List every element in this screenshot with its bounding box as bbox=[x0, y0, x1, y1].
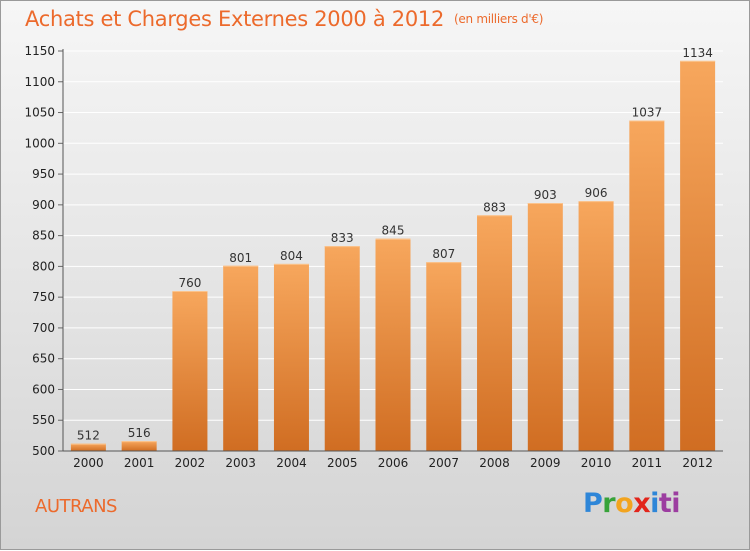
bar-2000 bbox=[70, 443, 106, 451]
y-tick-label: 500 bbox=[32, 444, 55, 458]
logo-letter: r bbox=[602, 488, 616, 519]
x-tick-label: 2012 bbox=[682, 456, 713, 470]
logo-letter: o bbox=[615, 488, 634, 519]
bars bbox=[70, 60, 716, 452]
data-label: 906 bbox=[585, 186, 608, 200]
data-label: 833 bbox=[331, 231, 354, 245]
bar-2008 bbox=[477, 215, 513, 451]
y-tick-label: 800 bbox=[32, 259, 55, 273]
y-tick-label: 750 bbox=[32, 290, 55, 304]
x-tick-label: 2000 bbox=[73, 456, 104, 470]
data-label: 512 bbox=[77, 429, 100, 443]
y-tick-label: 700 bbox=[32, 321, 55, 335]
logo-letter: P bbox=[583, 488, 603, 519]
labels: 512 2000 516 2001 760 2002 801 2003 804 2004 833 20… bbox=[73, 46, 713, 470]
x-tick-label: 2005 bbox=[327, 456, 358, 470]
y-tick-label: 1050 bbox=[24, 106, 55, 120]
x-tick-label: 2011 bbox=[632, 456, 663, 470]
bar-2003 bbox=[223, 265, 259, 451]
bar-2005 bbox=[324, 246, 360, 451]
y-tick-label: 1000 bbox=[24, 136, 55, 150]
x-tick-label: 2003 bbox=[225, 456, 256, 470]
data-label: 516 bbox=[128, 426, 151, 440]
y-tick-label: 600 bbox=[32, 382, 55, 396]
x-tick-label: 2004 bbox=[276, 456, 307, 470]
x-tick-label: 2002 bbox=[175, 456, 206, 470]
x-tick-label: 2006 bbox=[378, 456, 409, 470]
data-label: 1037 bbox=[632, 106, 663, 120]
y-tick-label: 950 bbox=[32, 167, 55, 181]
bar-2010 bbox=[578, 201, 614, 451]
bar-2011 bbox=[629, 120, 665, 452]
y-tick-label: 650 bbox=[32, 352, 55, 366]
x-tick-label: 2008 bbox=[479, 456, 510, 470]
logo-letter: i bbox=[650, 488, 659, 519]
commune-name: AUTRANS bbox=[35, 496, 117, 517]
bar-2006 bbox=[375, 238, 411, 451]
logo-letter: ti bbox=[658, 488, 681, 519]
bar-2012 bbox=[680, 60, 716, 451]
proxiti-logo: Proxiti bbox=[583, 488, 681, 519]
bar-2009 bbox=[527, 203, 563, 451]
data-label: 1134 bbox=[682, 46, 713, 60]
y-tick-label: 900 bbox=[32, 198, 55, 212]
data-label: 804 bbox=[280, 249, 303, 263]
axes: 500 550 600 650 700 750 800 850 900 950 1000 1050 11… bbox=[24, 44, 723, 458]
y-tick-label: 1150 bbox=[24, 44, 55, 58]
y-tick-label: 850 bbox=[32, 229, 55, 243]
x-tick-label: 2007 bbox=[428, 456, 459, 470]
x-tick-label: 2001 bbox=[124, 456, 155, 470]
data-label: 903 bbox=[534, 188, 557, 202]
data-label: 760 bbox=[178, 276, 201, 290]
data-label: 883 bbox=[483, 200, 506, 214]
data-label: 807 bbox=[432, 247, 455, 261]
y-tick-label: 1100 bbox=[24, 75, 55, 89]
chart-title: Achats et Charges Externes 2000 à 2012 (e… bbox=[25, 7, 543, 31]
logo-letter: x bbox=[633, 488, 651, 519]
x-tick-label: 2010 bbox=[581, 456, 612, 470]
chart-unit: (en milliers d'€) bbox=[454, 12, 544, 26]
bar-2001 bbox=[121, 441, 157, 451]
bar-2002 bbox=[172, 291, 208, 451]
bar-2004 bbox=[273, 263, 309, 451]
x-tick-label: 2009 bbox=[530, 456, 561, 470]
y-tick-label: 550 bbox=[32, 413, 55, 427]
data-label: 801 bbox=[229, 251, 252, 265]
chart-title-text: Achats et Charges Externes 2000 à 2012 bbox=[25, 7, 445, 31]
bar-2007 bbox=[426, 262, 462, 451]
data-label: 845 bbox=[382, 224, 405, 238]
